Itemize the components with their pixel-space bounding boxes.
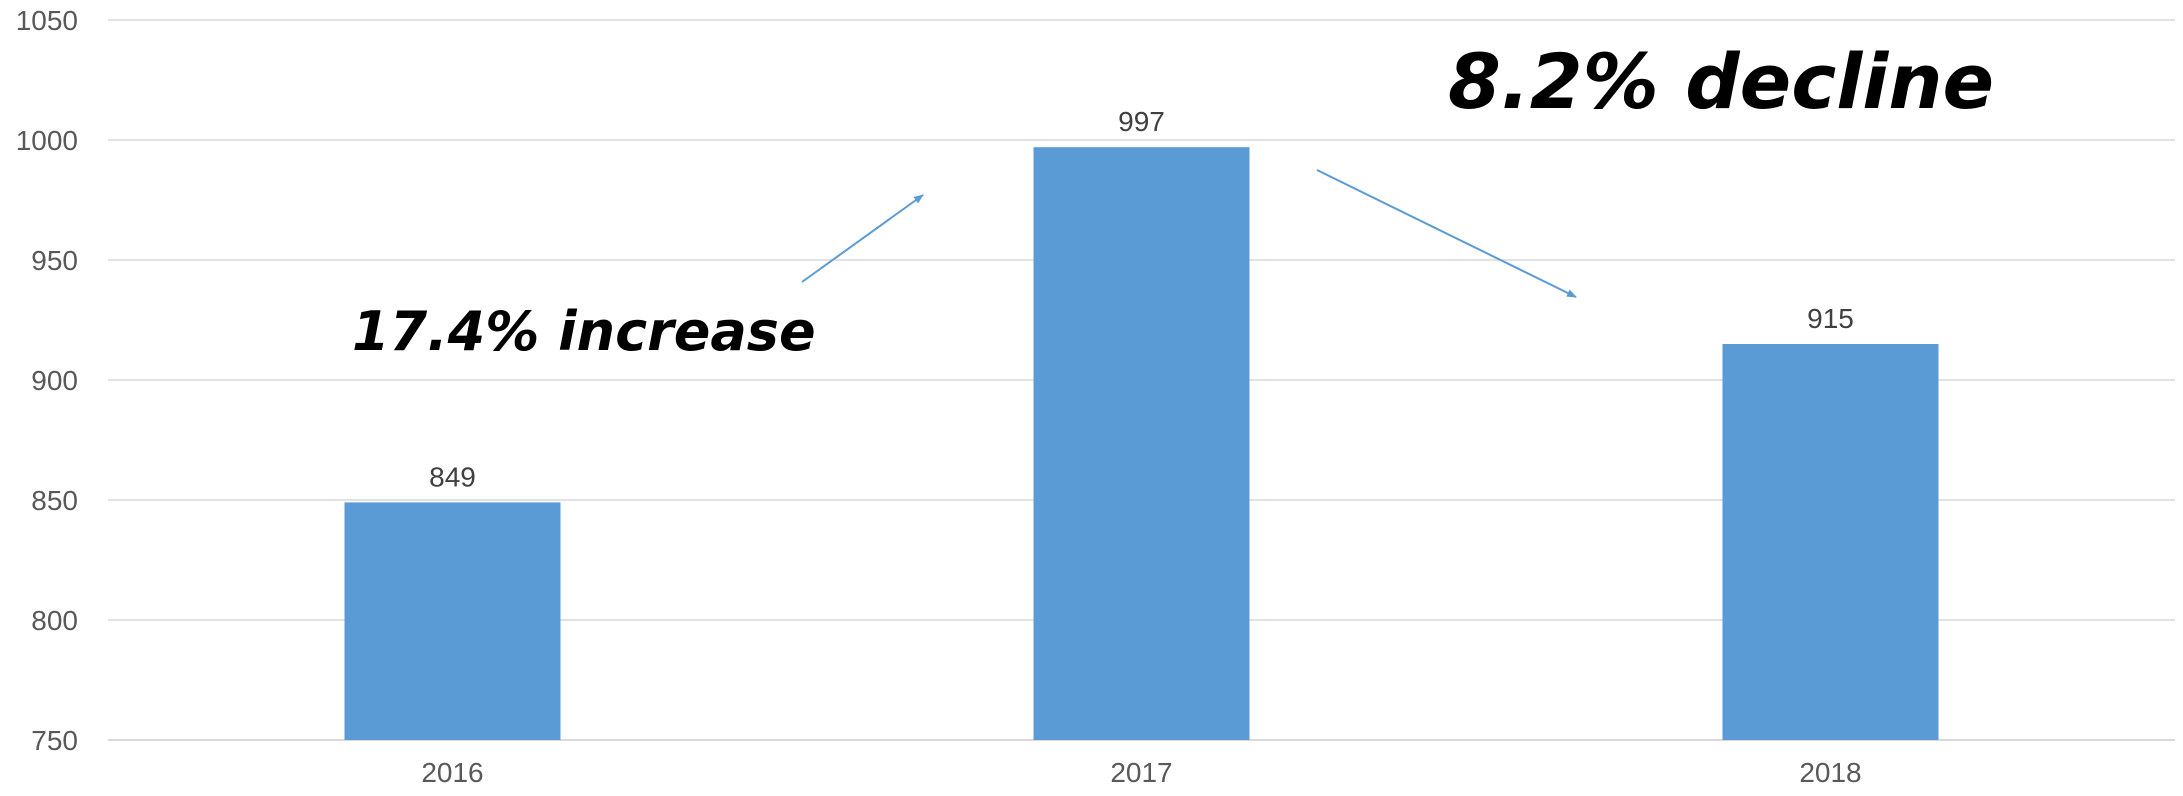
data-label-2017: 997	[1118, 106, 1165, 137]
data-labels: 849 997 915	[429, 106, 1854, 492]
data-label-2016: 849	[429, 461, 476, 492]
x-tick-label: 2016	[421, 757, 483, 788]
annotations: 17.4% increase 8.2% decline	[352, 37, 1994, 363]
increase-arrow	[801, 194, 924, 283]
x-axis-tick-labels: 2016 2017 2018	[421, 757, 1861, 788]
y-tick-label: 950	[31, 245, 78, 276]
decline-arrow	[1316, 169, 1577, 298]
y-tick-label: 800	[31, 605, 78, 636]
y-axis-tick-labels: 750 800 850 900 950 1000 1050	[16, 5, 78, 756]
decline-annotation: 8.2% decline	[1448, 37, 1994, 126]
x-tick-label: 2018	[1799, 757, 1861, 788]
bar-2017	[1033, 147, 1250, 740]
x-tick-label: 2017	[1110, 757, 1172, 788]
bars	[344, 147, 1939, 740]
y-tick-label: 1050	[16, 5, 78, 36]
increase-annotation: 17.4% increase	[352, 300, 816, 363]
bar-2018	[1722, 344, 1939, 740]
y-tick-label: 1000	[16, 125, 78, 156]
data-label-2018: 915	[1807, 303, 1854, 334]
y-tick-label: 850	[31, 485, 78, 516]
y-tick-label: 900	[31, 365, 78, 396]
bar-2016	[344, 502, 561, 740]
y-tick-label: 750	[31, 725, 78, 756]
